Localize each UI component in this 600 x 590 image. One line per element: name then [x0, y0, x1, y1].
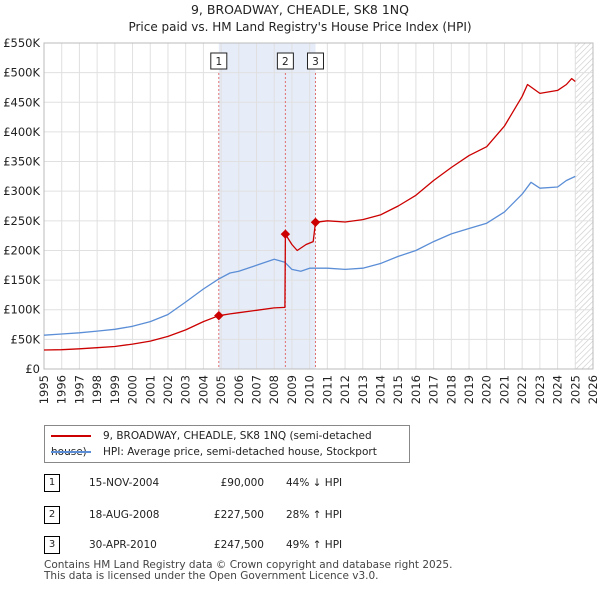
x-tick-label: 2001	[143, 375, 157, 404]
shaded-period	[218, 43, 316, 369]
x-tick-label: 1996	[55, 375, 69, 404]
x-tick-label: 2000	[126, 375, 140, 404]
x-tick-label: 2011	[320, 375, 334, 404]
x-tick-label: 1999	[108, 375, 122, 404]
x-tick-label: 2002	[161, 375, 175, 404]
x-tick-label: 1997	[72, 375, 86, 404]
x-tick-label: 1998	[90, 375, 104, 404]
plot-area	[44, 43, 593, 369]
x-tick-label: 2012	[338, 375, 352, 404]
y-tick-label: £500K	[3, 66, 40, 80]
sale-row: 2 18-AUG-2008 £227,500 28% ↑ HPI	[44, 506, 564, 524]
y-tick-label: £200K	[3, 243, 40, 257]
sale-hpi-change: 28% ↑ HPI	[286, 509, 343, 521]
y-tick-label: £100K	[3, 303, 40, 317]
x-tick-label: 2022	[515, 375, 529, 404]
footer-line-2: This data is licensed under the Open Gov…	[44, 570, 379, 582]
sale-point	[214, 310, 224, 321]
hpi-line-swatch	[51, 451, 91, 453]
x-tick-label: 2005	[214, 375, 228, 404]
x-tick-label: 2017	[427, 375, 441, 404]
sale-marker-box	[210, 52, 228, 70]
sale-price: £247,500	[213, 539, 264, 551]
footer-line-1: Contains HM Land Registry data © Crown c…	[44, 559, 453, 571]
sale-price: £227,500	[213, 509, 264, 521]
x-tick-label: 2025	[568, 375, 582, 404]
x-tick-label: 2003	[179, 375, 193, 404]
sale-hpi-change: 44% ↓ HPI	[286, 477, 343, 489]
future-hatch-region	[575, 43, 593, 369]
sale-price: £90,000	[220, 477, 264, 489]
sale-row: 3 30-APR-2010 £247,500 49% ↑ HPI	[44, 536, 564, 554]
y-tick-label: £450K	[3, 95, 40, 109]
y-tick-label: £150K	[3, 273, 40, 287]
sale-point	[280, 229, 291, 239]
x-tick-label: 2006	[232, 375, 246, 404]
plot-frame	[43, 42, 594, 370]
x-tick-label: 1995	[37, 375, 51, 404]
hpi-line	[43, 175, 576, 336]
sale-row: 1 15-NOV-2004 £90,000 44% ↓ HPI	[44, 474, 564, 492]
x-tick-label: 2018	[444, 375, 458, 404]
sale-point	[310, 217, 321, 228]
x-tick-label: 2023	[533, 375, 547, 404]
y-tick-label: £0	[25, 362, 40, 376]
x-tick-label: 2013	[356, 375, 370, 404]
sale-date: 15-NOV-2004	[89, 477, 160, 489]
sale-hpi-change: 49% ↑ HPI	[286, 539, 343, 551]
x-tick-label: 2024	[551, 375, 565, 404]
chart-subtitle: Price paid vs. HM Land Registry's House …	[128, 20, 471, 34]
chart-title: 9, BROADWAY, CHEADLE, SK8 1NQ	[191, 2, 409, 17]
sale-marker-label: 3	[312, 56, 319, 68]
property-price-line	[43, 77, 576, 351]
x-tick-label: 2010	[303, 375, 317, 404]
sale-number-badge: 2	[44, 506, 60, 524]
x-tick-label: 2021	[497, 375, 511, 404]
x-tick-label: 2014	[373, 375, 387, 404]
x-tick-label: 2019	[462, 375, 476, 404]
sale-date: 30-APR-2010	[89, 539, 157, 551]
sale-number-badge: 1	[44, 474, 60, 492]
legend-item-property: 9, BROADWAY, CHEADLE, SK8 1NQ (semi-deta…	[51, 428, 409, 458]
sale-marker-box	[276, 52, 294, 70]
y-tick-label: £350K	[3, 155, 40, 169]
x-tick-label: 2009	[285, 375, 299, 404]
y-tick-label: £550K	[3, 36, 40, 50]
sale-date: 18-AUG-2008	[89, 509, 160, 521]
x-tick-label: 2004	[196, 375, 210, 404]
footer-attribution: Contains HM Land Registry data © Crown c…	[44, 560, 452, 582]
x-tick-label: 2016	[409, 375, 423, 404]
x-tick-label: 2007	[250, 375, 264, 404]
x-tick-label: 2015	[391, 375, 405, 404]
price-chart: 9, BROADWAY, CHEADLE, SK8 1NQ Price paid…	[3, 2, 600, 404]
sale-number-badge: 3	[44, 536, 60, 554]
x-tick-label: 2020	[480, 375, 494, 404]
legend: 9, BROADWAY, CHEADLE, SK8 1NQ (semi-deta…	[44, 425, 410, 463]
y-tick-label: £400K	[3, 125, 40, 139]
property-line-swatch	[51, 435, 91, 437]
y-tick-label: £250K	[3, 214, 40, 228]
legend-item-hpi: HPI: Average price, semi-detached house,…	[51, 444, 377, 460]
sale-marker-box	[306, 52, 324, 70]
x-tick-label: 2026	[586, 375, 600, 404]
sale-marker-label: 2	[282, 56, 289, 68]
y-tick-label: £300K	[3, 184, 40, 198]
x-tick-label: 2008	[267, 375, 281, 404]
legend-hpi-label: HPI: Average price, semi-detached house,…	[103, 446, 377, 458]
sale-marker-label: 1	[215, 56, 222, 68]
y-tick-label: £50K	[11, 332, 41, 346]
